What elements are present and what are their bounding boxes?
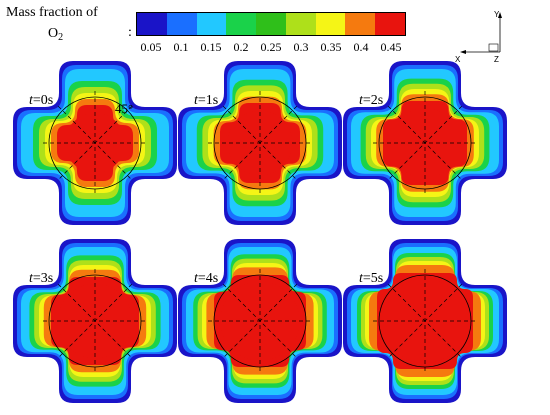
time-variable: t	[194, 271, 198, 286]
time-label: t=2s	[359, 93, 383, 109]
time-value: =3s	[32, 271, 54, 286]
time-label: t=1s	[194, 93, 218, 109]
legend-subscript: 2	[58, 32, 64, 43]
contour-panel	[178, 61, 342, 225]
contour-panel	[178, 239, 342, 403]
time-label: t=4s	[194, 271, 218, 287]
time-label: t=3s	[29, 271, 53, 287]
time-label: t=0s	[29, 93, 53, 109]
legend-colon: :	[128, 25, 132, 40]
time-value: =0s	[32, 93, 54, 108]
guide-line	[387, 283, 463, 359]
colorbar-cell	[315, 13, 346, 35]
legend-title-line2: O2	[48, 27, 63, 45]
time-variable: t	[359, 271, 363, 286]
colorbar-cell	[137, 13, 167, 35]
time-value: =2s	[362, 93, 384, 108]
colorbar-tick-label: 0.35	[320, 40, 342, 54]
time-variable: t	[29, 271, 33, 286]
colorbar-tick-label: 0.45	[380, 40, 402, 54]
time-variable: t	[359, 93, 363, 108]
colorbar-cell	[345, 13, 376, 35]
colorbar-cell	[196, 13, 227, 35]
colorbar-cell	[226, 13, 257, 35]
time-label: t=5s	[359, 271, 383, 287]
time-variable: t	[29, 93, 33, 108]
colorbar-tick-label: 0.1	[173, 40, 189, 54]
colorbar-tick-label: 0.2	[233, 40, 249, 54]
contour-panel	[13, 239, 177, 403]
colorbar-tick-label: 0.4	[353, 40, 369, 54]
contour-panel	[343, 239, 507, 403]
contour-panel	[343, 61, 507, 225]
axis-label-x: X	[455, 55, 461, 64]
guide-line	[57, 105, 133, 181]
legend-species: O	[48, 26, 59, 41]
colorbar	[136, 12, 406, 36]
time-value: =1s	[197, 93, 219, 108]
axis-label-z: Z	[494, 55, 499, 64]
time-value: =4s	[197, 271, 219, 286]
colorbar-tick-label: 0.15	[200, 40, 222, 54]
axis-triad	[460, 12, 502, 54]
time-value: =5s	[362, 271, 384, 286]
colorbar-tick-label: 0.05	[140, 40, 162, 54]
guide-line	[222, 105, 298, 181]
colorbar-tick-label: 0.25	[260, 40, 282, 54]
contour-panel	[13, 61, 177, 225]
guide-line	[57, 283, 133, 359]
colorbar-cell	[256, 13, 286, 35]
legend-title-line1: Mass fraction of	[6, 5, 98, 20]
colorbar-tick-label: 0.3	[293, 40, 309, 54]
angle-label: 45°	[115, 101, 134, 116]
guide-line	[387, 105, 463, 181]
colorbar-cell	[285, 13, 316, 35]
time-variable: t	[194, 93, 198, 108]
colorbar-cell	[166, 13, 197, 35]
axis-label-y: Y	[494, 10, 500, 19]
colorbar-cell	[375, 13, 406, 35]
guide-line	[222, 283, 298, 359]
